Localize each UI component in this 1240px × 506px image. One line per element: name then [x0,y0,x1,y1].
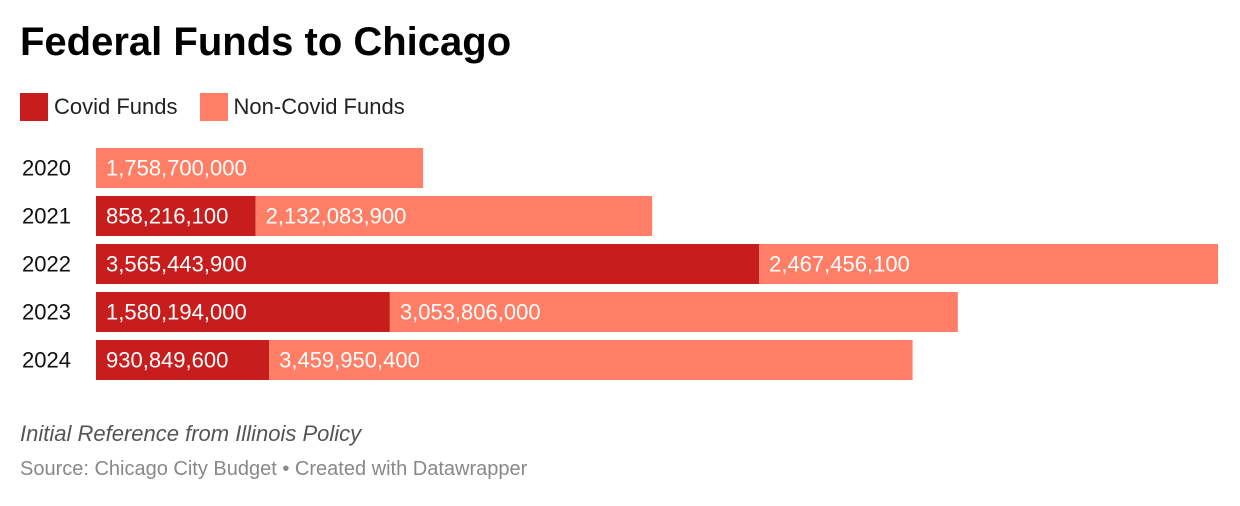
legend-label-non-covid-funds: Non-Covid Funds [233,94,405,119]
legend-label-covid-funds: Covid Funds [54,94,178,119]
chart-title: Federal Funds to Chicago [20,20,512,64]
bar-covid-funds-2021 [96,196,256,236]
chart-source: Source: Chicago City Budget • Created wi… [20,458,528,480]
legend-swatch-non-covid-funds [199,93,228,121]
bar-covid-funds-2023 [96,292,390,332]
data-label-covid-funds-2021: 858,216,100 [106,204,228,229]
bar-non-covid-funds-2020 [96,148,424,188]
chart-note: Initial Reference from Illinois Policy [20,421,362,446]
legend-item-non-covid-funds: Non-Covid Funds [199,93,405,121]
bar-non-covid-funds-2023 [389,292,958,332]
data-label-covid-funds-2024: 930,849,600 [106,348,228,373]
bar-non-covid-funds-2021 [255,196,653,236]
data-label-non-covid-funds-2023: 3,053,806,000 [400,300,541,325]
data-label-covid-funds-2022: 3,565,443,900 [106,252,247,277]
data-label-non-covid-funds-2022: 2,467,456,100 [769,252,910,277]
legend-item-covid-funds: Covid Funds [20,93,178,121]
data-label-non-covid-funds-2024: 3,459,950,400 [279,348,420,373]
chart-legend: Covid Funds Non-Covid Funds [20,92,427,122]
category-label-2020: 2020 [22,156,71,181]
bar-covid-funds-2022 [96,244,760,284]
category-label-2022: 2022 [22,252,71,277]
legend-swatch-covid-funds [20,93,48,121]
category-label-2023: 2023 [22,300,71,325]
bar-non-covid-funds-2022 [759,244,1218,284]
data-label-covid-funds-2023: 1,580,194,000 [106,300,247,325]
category-label-2024: 2024 [22,348,71,373]
data-label-non-covid-funds-2020: 1,758,700,000 [106,156,247,181]
category-label-2021: 2021 [22,204,71,229]
data-label-non-covid-funds-2021: 2,132,083,900 [266,204,407,229]
bar-covid-funds-2024 [96,340,270,380]
bar-non-covid-funds-2024 [269,340,913,380]
